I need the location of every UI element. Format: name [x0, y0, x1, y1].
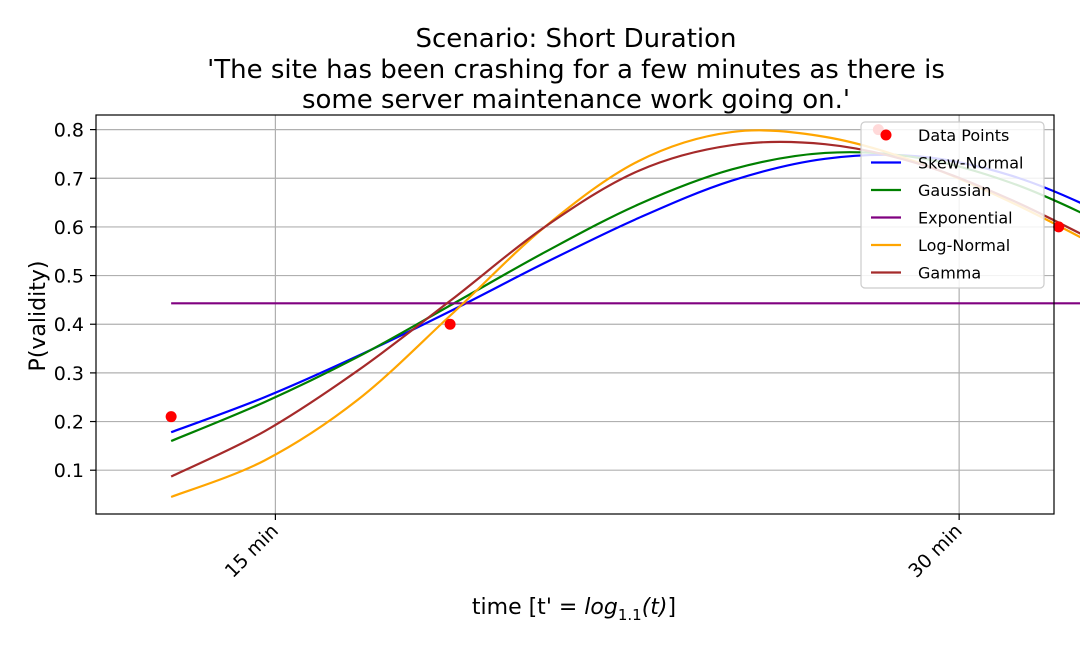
plot-area-frame — [95, 114, 1055, 515]
y-tick-label: 0.6 — [54, 217, 84, 239]
title-line-3: some server maintenance work going on.' — [302, 85, 850, 115]
x-axis-label-suffix: ] — [667, 595, 676, 620]
y-tick-label: 0.8 — [54, 120, 84, 142]
y-tick-label: 0.2 — [54, 412, 84, 434]
x-tick-label: 15 min — [221, 520, 283, 582]
legend-label-log-normal: Log-Normal — [918, 236, 1010, 255]
legend-marker-data-points — [880, 129, 892, 141]
legend-label-exponential: Exponential — [918, 209, 1013, 228]
x-axis-label: time [t' = log1.1(t)] — [472, 595, 676, 624]
grid — [96, 115, 1054, 514]
data-point — [165, 411, 177, 423]
legend-label-skew-normal: Skew-Normal — [918, 154, 1023, 173]
y-axis-ticks: 0.1 0.2 0.3 0.4 0.5 0.6 0.7 0.8 — [54, 120, 96, 482]
chart-title: Scenario: Short Duration 'The site has b… — [207, 24, 945, 115]
x-axis-label-sub: 1.1 — [618, 606, 642, 624]
data-point — [444, 318, 456, 330]
x-axis-label-func: log — [584, 595, 618, 620]
title-line-2: 'The site has been crashing for a few mi… — [207, 55, 945, 85]
legend-label-gaussian: Gaussian — [918, 181, 991, 200]
y-tick-label: 0.7 — [54, 168, 84, 190]
y-axis-label: P(validity) — [26, 261, 51, 372]
data-point — [1053, 221, 1065, 233]
y-tick-label: 0.1 — [54, 460, 84, 482]
x-tick-label: 30 min — [904, 520, 966, 582]
x-axis-label-prefix: time [t' = — [472, 595, 584, 620]
y-tick-label: 0.3 — [54, 363, 84, 385]
series-line-log-normal — [170, 129, 1080, 498]
legend: Data Points Skew-Normal Gaussian Exponentia… — [860, 121, 1045, 289]
title-line-1: Scenario: Short Duration — [415, 24, 736, 54]
legend-label-data-points: Data Points — [918, 126, 1009, 145]
y-tick-label: 0.4 — [54, 314, 84, 336]
x-axis-ticks: 15 min 30 min — [221, 514, 967, 582]
legend-label-gamma: Gamma — [918, 264, 981, 283]
x-axis-label-arg: (t) — [642, 595, 668, 620]
legend-box — [860, 121, 1045, 289]
y-tick-label: 0.5 — [54, 266, 84, 288]
